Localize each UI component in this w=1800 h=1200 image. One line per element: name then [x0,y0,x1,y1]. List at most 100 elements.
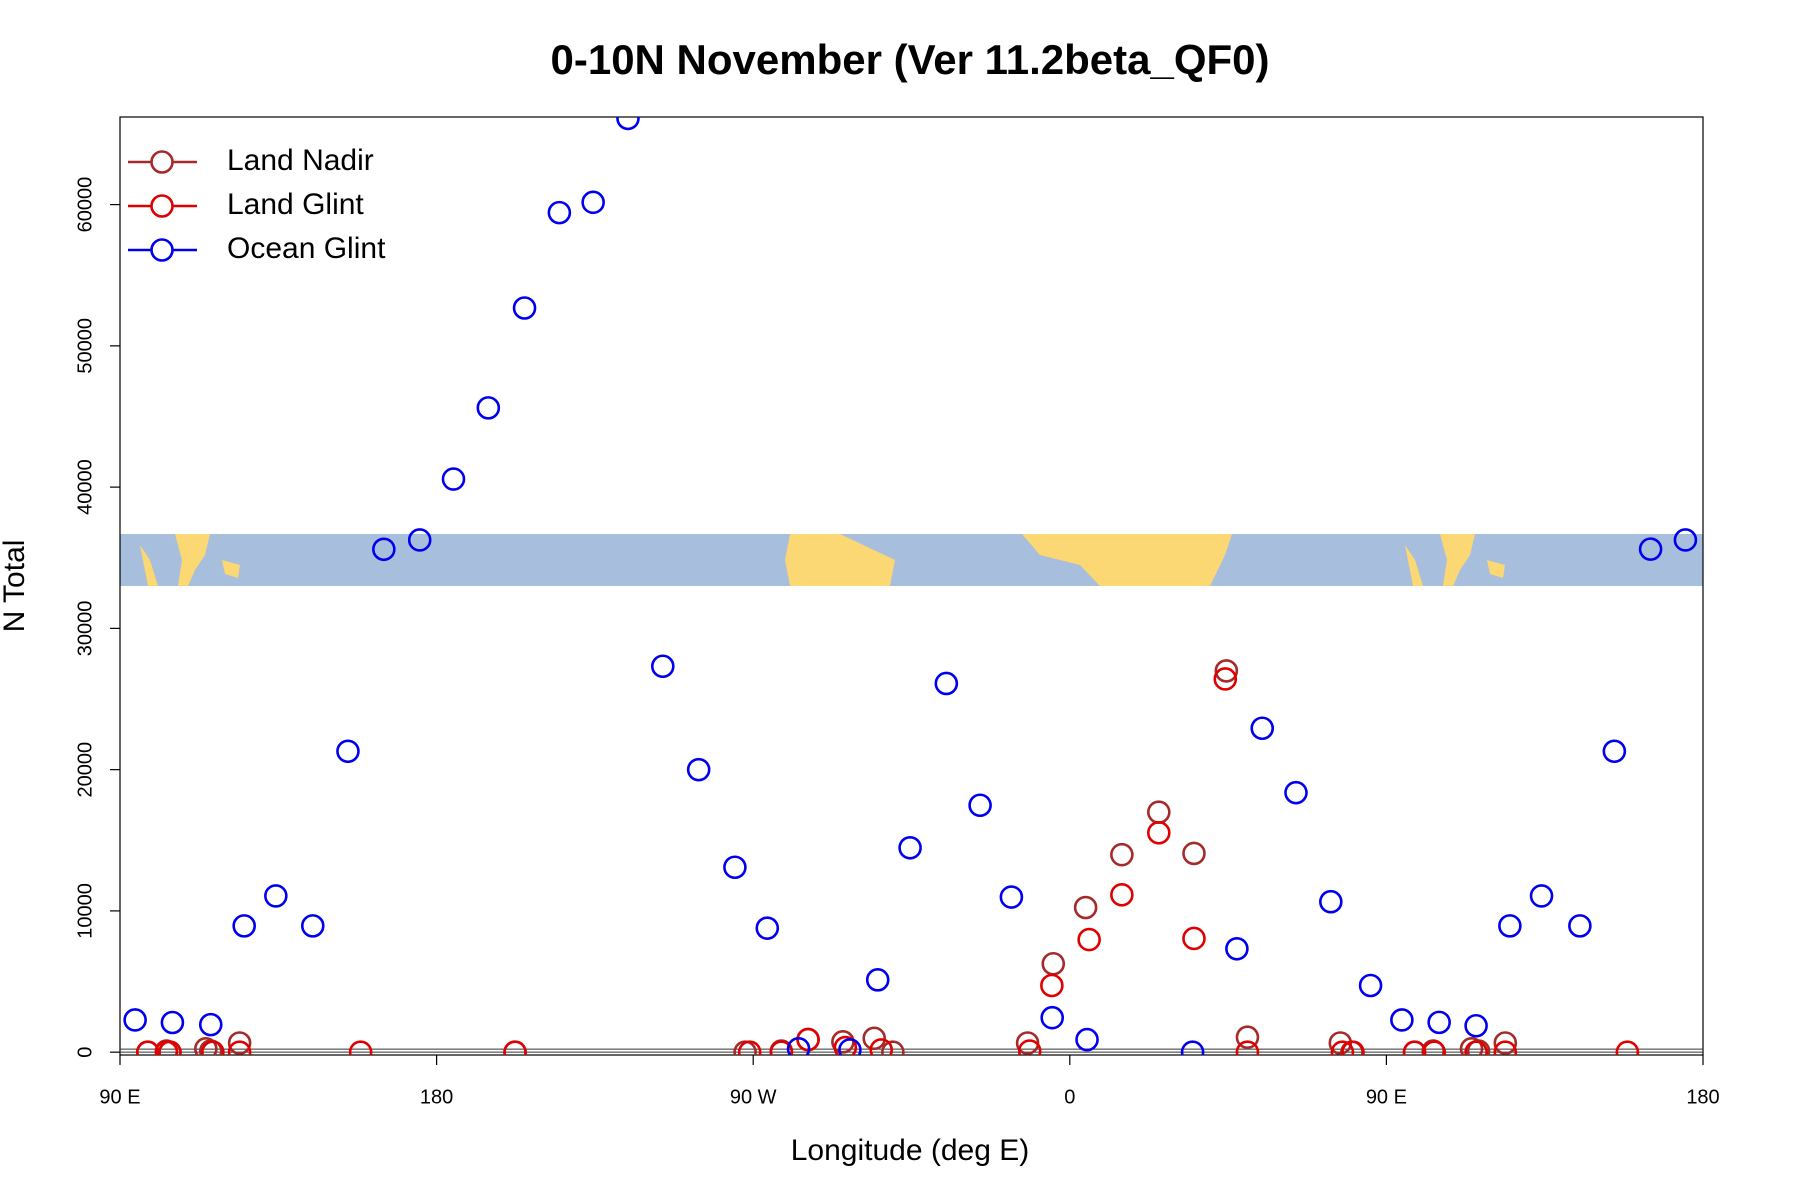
point [723,855,747,880]
point [198,1039,223,1055]
point [1673,528,1698,552]
point [616,117,640,131]
point [194,1036,218,1055]
point [881,1040,905,1055]
x-tick-label: 90 W [730,1086,777,1108]
point [1615,1040,1640,1055]
y-tick-label: 20000 [74,742,96,798]
point [1250,716,1275,741]
point [786,1036,811,1055]
legend-marker [150,194,174,218]
point [1493,1040,1518,1055]
y-tick-label: 0 [74,1047,96,1058]
point [1330,1040,1355,1055]
point [227,1031,252,1055]
point [441,467,466,491]
plot-frame [119,116,1704,1056]
y-tick-label: 10000 [74,883,96,939]
point [581,190,605,215]
point [865,968,890,992]
point [547,200,572,225]
point [968,793,992,818]
point [201,1040,225,1055]
map-land [140,534,1505,586]
point [934,671,959,696]
point [1464,1013,1488,1038]
point [1427,1010,1451,1035]
legend-label: Land Nadir [227,144,374,177]
point [1073,895,1098,920]
point [232,914,256,938]
point [1498,914,1522,938]
point [1638,537,1663,561]
point [158,1040,182,1055]
point [1602,739,1627,764]
legend-label: Land Glint [227,188,364,221]
point [407,528,432,552]
point [1390,1008,1414,1032]
point [862,1026,887,1051]
point [1110,883,1134,907]
point [1041,951,1066,976]
point [1402,1040,1427,1055]
point [512,296,537,320]
point [1464,1040,1488,1055]
point [1040,1005,1065,1030]
x-tick-label: 0 [1064,1086,1075,1108]
point [1341,1040,1365,1055]
point [1146,800,1171,824]
point [227,1040,252,1055]
legend-label: Ocean Glint [227,232,386,265]
point [348,1040,373,1055]
point [898,835,922,860]
point [123,1008,147,1032]
point [833,1035,858,1055]
point [1214,659,1239,683]
point [1182,926,1206,951]
point [1466,1039,1491,1055]
points [123,117,1698,1055]
point [769,1040,794,1055]
x-tick-label: 90 E [1366,1086,1407,1108]
point [336,739,360,764]
point [1017,1039,1042,1055]
x-tick-label: 180 [1686,1086,1719,1108]
point [1493,1031,1518,1055]
point [503,1040,527,1055]
point [1568,914,1592,938]
point [755,916,780,940]
point [160,1010,185,1035]
point [838,1038,862,1055]
point [686,757,711,782]
point [1180,1040,1205,1055]
legend-marker [150,150,174,174]
point [1077,927,1101,952]
point [1235,1025,1260,1050]
point [476,396,501,420]
point [869,1038,894,1055]
y-tick-label: 50000 [74,318,96,374]
legend-marker [150,238,174,262]
point [372,537,396,562]
x-axis-label: Longitude (deg E) [791,1134,1030,1167]
point [1182,841,1206,866]
point [1146,820,1171,845]
point [1319,889,1343,914]
x-tick-label: 180 [420,1086,453,1108]
point [999,885,1024,909]
point [1422,1040,1447,1055]
point [1040,973,1064,998]
point [1358,973,1383,998]
point [1235,1040,1260,1055]
point [1459,1036,1484,1055]
point [198,1012,223,1037]
map-strip [120,534,1703,586]
point [1075,1027,1099,1052]
point [1110,842,1134,867]
point [1225,936,1249,961]
point [264,884,288,908]
point [737,1040,762,1055]
point [1529,884,1554,908]
y-axis-label: N Total [0,540,31,633]
